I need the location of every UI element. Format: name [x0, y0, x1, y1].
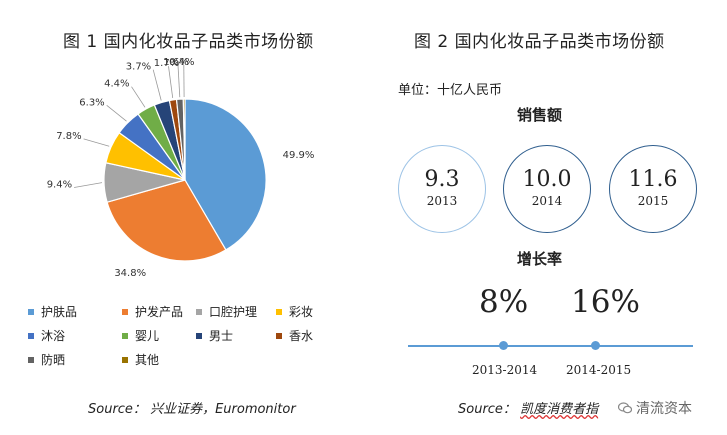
pie-data-label: 4.4%	[104, 79, 129, 90]
pie-slice-1	[184, 98, 267, 251]
pie-data-label: 1.7%	[154, 58, 179, 69]
sales-heading: 销售额	[517, 106, 563, 124]
legend-label: 香水	[289, 329, 314, 343]
sales-panel-title: 图 2 国内化妆品子品类市场份额	[414, 32, 665, 52]
pie-leader-line-9	[177, 65, 181, 98]
legend-item: 香水	[276, 328, 313, 344]
source-note-left: Source： 兴业证券，Euromonitor	[88, 402, 296, 417]
sales-value: 9.3	[424, 167, 460, 192]
growth-value-2014-2015: 16%	[571, 284, 640, 320]
legend-item: 护发产品	[122, 304, 183, 320]
sales-year: 2014	[531, 194, 563, 208]
legend-label: 防晒	[41, 353, 66, 367]
legend-swatch	[28, 356, 34, 363]
pie-leader-lines	[74, 64, 185, 188]
unit-label: 单位：十亿人民币	[398, 83, 503, 98]
legend-swatch	[276, 308, 282, 315]
source-note-right: Source： 凯度消费者指	[458, 398, 598, 417]
legend-item: 防晒	[28, 352, 65, 368]
legend-swatch	[28, 308, 34, 315]
sales-circle-2015: 11.6 2015	[609, 145, 697, 233]
pie-slice-10	[182, 98, 186, 181]
sales-circle-2013: 9.3 2013	[398, 145, 486, 233]
pie-leader-line-6	[131, 86, 146, 108]
legend-label: 沐浴	[41, 329, 66, 343]
growth-period-label: 2014-2015	[566, 363, 632, 377]
legend-label: 其他	[135, 353, 160, 367]
pie-data-label: 7.8%	[56, 131, 81, 142]
watermark: 清流资本	[617, 398, 692, 418]
pie-chart: 49.9% 34.8% 9.4% 7.8% 6.3%4.4% 3.7% 1.7%1.6%0.…	[47, 57, 315, 279]
growth-period-label: 2013-2014	[472, 363, 538, 377]
legend-swatch	[196, 308, 202, 315]
legend-item: 口腔护理	[196, 304, 257, 320]
wechat-icon	[617, 402, 633, 414]
pie-data-label: 6.3%	[79, 97, 104, 108]
sales-value: 10.0	[522, 167, 572, 192]
sales-year: 2015	[637, 194, 669, 208]
legend-item: 婴儿	[122, 328, 159, 344]
pie-data-label: 49.9%	[283, 150, 315, 161]
timeline-dot	[591, 341, 600, 350]
source-prefix: Source：	[458, 402, 521, 417]
legend-swatch	[122, 332, 128, 339]
source-name: 凯度消费者指	[520, 402, 599, 417]
pie-leader-line-3	[74, 182, 103, 188]
timeline-dot	[499, 341, 508, 350]
pie-slices	[103, 98, 267, 262]
growth-heading: 增长率	[517, 250, 563, 268]
legend-item: 男士	[196, 328, 233, 344]
legend-item: 彩妆	[276, 304, 313, 320]
legend-label: 男士	[209, 329, 234, 343]
pie-data-label: 34.8%	[114, 268, 146, 279]
pie-data-labels: 49.9% 34.8% 9.4% 7.8% 6.3%4.4% 3.7% 1.7%1.6%0.…	[47, 57, 315, 279]
pie-data-label: 0.4%	[169, 57, 194, 68]
pie-leader-line-4	[83, 138, 110, 147]
watermark-text: 清流资本	[636, 401, 692, 417]
growth-value-2013-2014: 8%	[479, 284, 529, 320]
legend-label: 口腔护理	[209, 305, 258, 319]
sales-value: 11.6	[628, 167, 678, 192]
legend-label: 婴儿	[135, 329, 160, 343]
pie-data-label: 3.7%	[126, 62, 151, 73]
timeline-line	[408, 345, 693, 347]
legend-label: 护肤品	[41, 305, 78, 319]
pie-chart-title: 图 1 国内化妆品子品类市场份额	[63, 32, 314, 52]
legend-swatch	[276, 332, 282, 339]
pie-data-label: 1.6%	[163, 57, 188, 68]
pie-slice-2	[106, 179, 227, 262]
legend-swatch	[122, 308, 128, 315]
legend-swatch	[196, 332, 202, 339]
legend-label: 护发产品	[135, 305, 184, 319]
sales-year: 2013	[426, 194, 458, 208]
sales-circle-2014: 10.0 2014	[503, 145, 591, 233]
legend-swatch	[122, 356, 128, 363]
legend-item: 沐浴	[28, 328, 65, 344]
pie-leader-line-7	[152, 69, 162, 101]
legend-label: 彩妆	[289, 305, 314, 319]
legend-item: 护肤品	[28, 304, 77, 320]
pie-data-label: 9.4%	[47, 180, 72, 191]
pie-leader-line-5	[106, 104, 127, 122]
pie-leader-line-8	[168, 66, 174, 98]
legend-swatch	[28, 332, 34, 339]
legend-item: 其他	[122, 352, 159, 368]
